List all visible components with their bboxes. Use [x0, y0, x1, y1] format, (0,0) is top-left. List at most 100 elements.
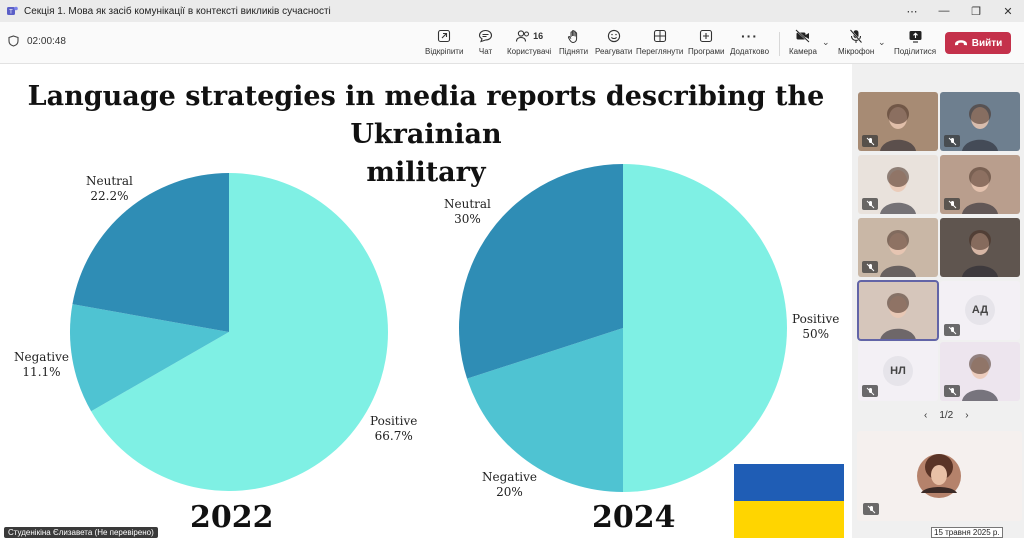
shared-presentation: Language strategies in media reports des… [0, 64, 852, 538]
people-icon [516, 30, 530, 42]
undock-icon [438, 29, 451, 43]
participant-tile[interactable] [940, 218, 1020, 277]
undock-button[interactable]: Відкріпити [425, 27, 463, 56]
more-button[interactable]: ··· Додатково [730, 27, 769, 56]
participant-tile[interactable] [858, 92, 938, 151]
participant-video-icon [880, 104, 916, 151]
timer-text: 02:00:48 [27, 35, 66, 47]
participant-video-icon [880, 230, 916, 277]
add-apps-icon [700, 29, 713, 43]
close-button[interactable]: ✕ [1003, 5, 1013, 18]
pie-2024-neutral-category: Neutral [444, 197, 491, 211]
participant-video-icon [880, 167, 916, 214]
self-avatar [917, 454, 961, 498]
pie-2024-label-negative: Negative 20% [482, 470, 537, 500]
flag-blue-stripe [734, 464, 844, 501]
participant-initials: АД [965, 295, 995, 325]
participant-video-icon [962, 354, 998, 401]
slide-title-line-1: Language strategies in media reports des… [27, 81, 825, 150]
pie-2024-label-neutral: Neutral 30% [444, 197, 491, 227]
view-label: Переглянути [636, 47, 684, 56]
slide-title: Language strategies in media reports des… [0, 78, 852, 192]
mic-options-chevron-icon[interactable]: ⌄ [878, 37, 886, 47]
chevron-left-icon[interactable]: ‹ [924, 410, 928, 421]
pie-2022-label-neutral: Neutral 22.2% [86, 174, 133, 204]
chevron-right-icon[interactable]: › [965, 410, 969, 421]
self-mic-off-icon [863, 503, 879, 515]
grid-view-icon [653, 29, 666, 43]
people-count: 16 [533, 31, 544, 41]
pie-2024-positive-category: Positive [792, 312, 840, 326]
undock-label: Відкріпити [425, 47, 464, 56]
date-tooltip: 15 травня 2025 р. [931, 527, 1003, 538]
camera-options-chevron-icon[interactable]: ⌄ [822, 37, 830, 47]
meeting-timer: 02:00:48 [8, 35, 66, 47]
camera-button[interactable]: Камера [789, 27, 817, 56]
mic-off-icon [849, 28, 863, 43]
apps-label: Програми [688, 47, 725, 56]
share-label: Поділитися [894, 47, 937, 56]
share-screen-icon [909, 31, 922, 43]
participant-initials: НЛ [883, 356, 913, 386]
participant-tile[interactable] [857, 280, 939, 341]
pie-2024-slice-neutral [458, 164, 623, 379]
participant-tile[interactable] [858, 155, 938, 214]
mic-button[interactable]: Мікрофон [838, 27, 874, 56]
mic-label: Мікрофон [838, 47, 875, 56]
smiley-icon [607, 29, 620, 43]
pie-2022-slice-positive [91, 173, 389, 491]
pie-2022-negative-value: 11.1% [22, 365, 61, 379]
page-indicator: 1/2 [939, 410, 954, 421]
minimize-button[interactable]: — [938, 5, 950, 17]
share-button[interactable]: Поділитися [894, 27, 936, 56]
view-button[interactable]: Переглянути [636, 27, 683, 56]
pie-2022-label-positive: Positive 66.7% [370, 414, 417, 444]
year-label-2022: 2022 [190, 500, 274, 535]
pie-2022-slice-negative [69, 304, 229, 412]
camera-label: Камера [789, 47, 817, 56]
more-options-icon[interactable]: ⋯ [906, 5, 918, 18]
participant-video-icon [962, 104, 998, 151]
chat-button[interactable]: Чат [478, 27, 493, 56]
pie-2024-neutral-value: 30% [454, 212, 481, 226]
gallery-pager: ‹ 1/2 › [918, 410, 975, 421]
window-title: Секція 1. Мова як засіб комунікації в ко… [24, 5, 331, 17]
pie-2022-slice-neutral [72, 173, 229, 332]
apps-button[interactable]: Програми [688, 27, 724, 56]
mic-off-icon [862, 198, 878, 210]
raise-hand-label: Підняти [559, 47, 589, 56]
slide-title-line-2: military [366, 157, 486, 188]
participant-tile[interactable] [858, 218, 938, 277]
pie-2024-positive-value: 50% [802, 327, 830, 341]
participant-tile[interactable]: АД [940, 281, 1020, 340]
pie-2024-negative-category: Negative [482, 470, 537, 484]
ukraine-flag [734, 464, 844, 538]
participant-tile[interactable]: НЛ [858, 342, 938, 401]
pie-2022-label-negative: Negative 11.1% [14, 350, 69, 380]
participant-video-icon [880, 293, 916, 340]
pie-2022-positive-category: Positive [370, 414, 418, 428]
mic-off-icon [862, 261, 878, 273]
self-video-tile[interactable] [857, 431, 1022, 521]
participant-tile[interactable] [940, 155, 1020, 214]
pie-2022-negative-category: Negative [14, 350, 69, 364]
toolbar-divider [779, 32, 780, 56]
leave-label: Вийти [971, 37, 1003, 49]
react-button[interactable]: Реагувати [595, 27, 632, 56]
pie-2024-slice-negative [467, 328, 623, 492]
pie-2024-slice-positive [623, 164, 787, 492]
participant-tile[interactable] [940, 342, 1020, 401]
chat-label: Чат [478, 47, 493, 56]
participant-tile[interactable] [940, 92, 1020, 151]
pie-2022-neutral-category: Neutral [86, 174, 133, 188]
leave-button[interactable]: Вийти [945, 32, 1011, 54]
year-label-2024: 2024 [592, 500, 676, 535]
chat-icon [478, 29, 493, 43]
mic-off-icon [944, 385, 960, 397]
restore-button[interactable]: ❐ [971, 5, 981, 18]
raise-hand-button[interactable]: Підняти [559, 27, 588, 56]
pie-2024-negative-value: 20% [496, 485, 523, 499]
react-label: Реагувати [595, 47, 633, 56]
people-button[interactable]: 16 Користувачі [507, 27, 551, 56]
presenter-name-tag: Студенікіна Єлизавета (Не перевірено) [4, 527, 158, 538]
